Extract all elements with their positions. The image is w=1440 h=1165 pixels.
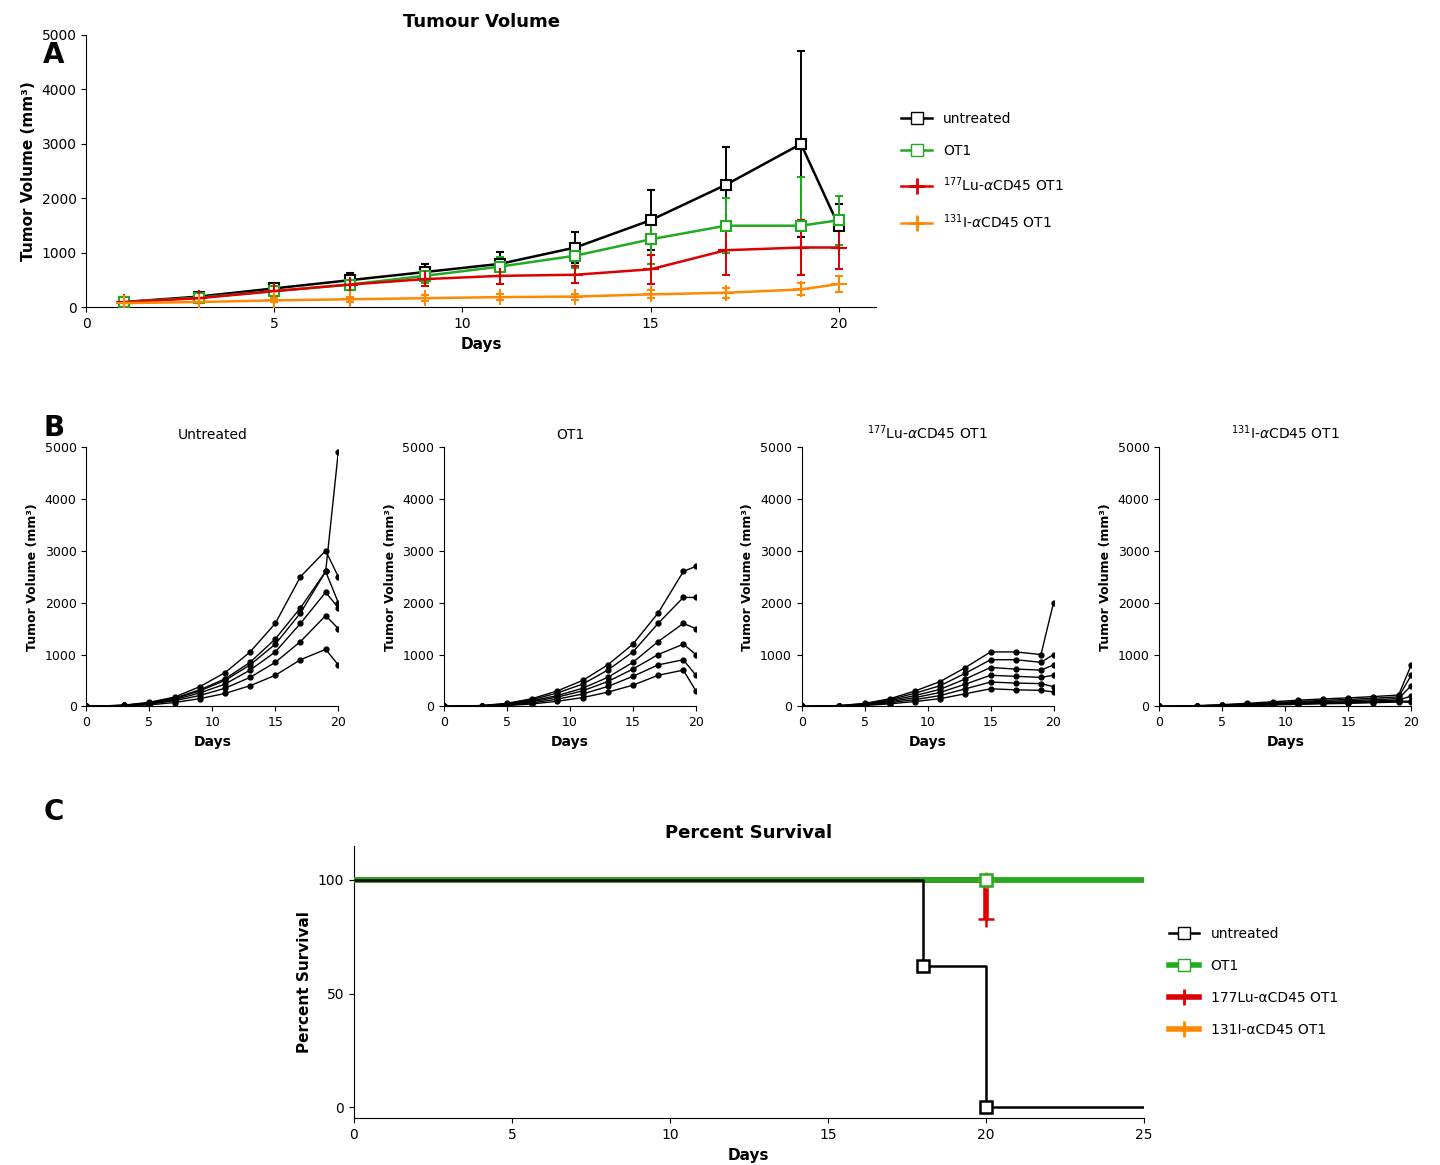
Legend: untreated, OT1, 177Lu-αCD45 OT1, 131I-αCD45 OT1: untreated, OT1, 177Lu-αCD45 OT1, 131I-αC… <box>1164 922 1344 1043</box>
X-axis label: Days: Days <box>729 1148 769 1163</box>
X-axis label: Days: Days <box>1266 735 1305 749</box>
Y-axis label: Tumor Volume (mm³): Tumor Volume (mm³) <box>26 503 39 650</box>
Y-axis label: Tumor Volume (mm³): Tumor Volume (mm³) <box>384 503 397 650</box>
Title: Percent Survival: Percent Survival <box>665 824 832 841</box>
Y-axis label: Tumor Volume (mm³): Tumor Volume (mm³) <box>742 503 755 650</box>
X-axis label: Days: Days <box>552 735 589 749</box>
Title: OT1: OT1 <box>556 428 585 442</box>
Y-axis label: Percent Survival: Percent Survival <box>297 911 312 1053</box>
X-axis label: Days: Days <box>461 337 503 352</box>
Legend: untreated, OT1, $^{177}$Lu-$\alpha$CD45 OT1, $^{131}$I-$\alpha$CD45 OT1: untreated, OT1, $^{177}$Lu-$\alpha$CD45 … <box>896 106 1070 236</box>
Y-axis label: Tumor Volume (mm³): Tumor Volume (mm³) <box>1099 503 1112 650</box>
Text: B: B <box>43 414 65 442</box>
Title: Untreated: Untreated <box>177 428 248 442</box>
Title: $^{177}$Lu-$\alpha$CD45 OT1: $^{177}$Lu-$\alpha$CD45 OT1 <box>867 423 988 442</box>
X-axis label: Days: Days <box>193 735 232 749</box>
X-axis label: Days: Days <box>909 735 946 749</box>
Title: Tumour Volume: Tumour Volume <box>403 13 560 30</box>
Y-axis label: Tumor Volume (mm³): Tumor Volume (mm³) <box>22 82 36 261</box>
Text: A: A <box>43 41 65 69</box>
Text: C: C <box>43 798 63 826</box>
Title: $^{131}$I-$\alpha$CD45 OT1: $^{131}$I-$\alpha$CD45 OT1 <box>1231 423 1339 442</box>
